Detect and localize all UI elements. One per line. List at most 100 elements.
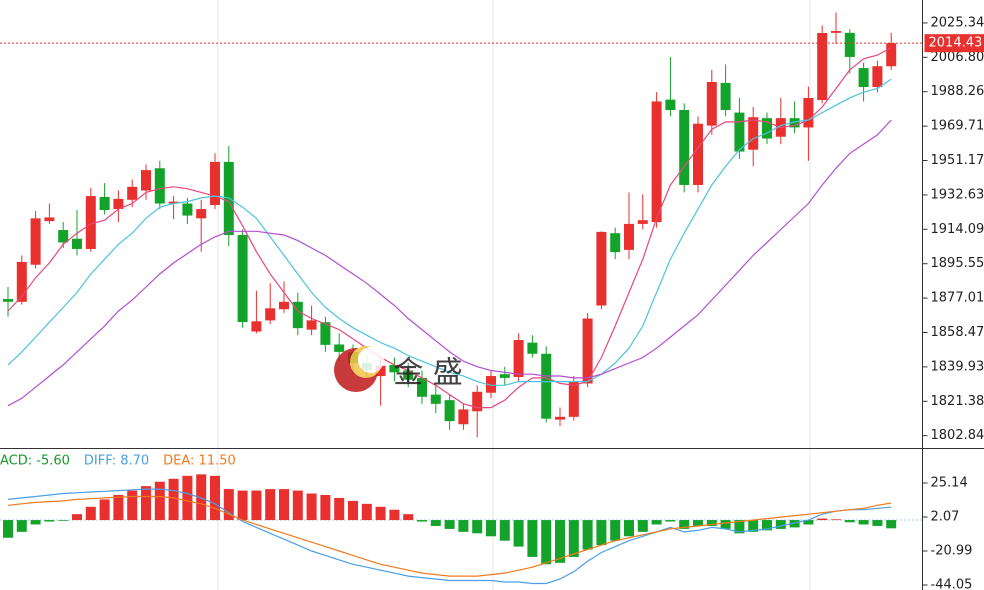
candle-body (817, 33, 828, 100)
y-tick-label: 1895.55 (931, 256, 984, 271)
macd-bar (610, 520, 621, 541)
macd-bar (403, 514, 414, 521)
candle-body (430, 394, 441, 404)
candle-body (734, 112, 745, 152)
moving-average (7, 119, 892, 407)
candle-body (141, 170, 151, 191)
macd-bar (113, 494, 124, 521)
macd-bar (16, 520, 27, 532)
macd-bar (706, 520, 717, 526)
macd-bar (361, 503, 372, 521)
macd-bar (762, 520, 772, 531)
current-price-label: 2014.43 (929, 36, 983, 51)
candle-body (292, 301, 303, 329)
moving-average (7, 78, 892, 386)
candle-body (113, 198, 124, 210)
candle-body (610, 233, 621, 253)
candle-body (265, 308, 276, 321)
candle-body (44, 217, 55, 222)
macd-bar (748, 520, 759, 532)
macd-bar (154, 481, 165, 521)
candle-body (886, 43, 897, 67)
candle-body (168, 201, 179, 204)
candle-body (748, 117, 759, 150)
candle-body (720, 82, 731, 111)
y-tick-label: 1932.63 (931, 187, 984, 202)
macd-bar (44, 520, 55, 522)
macd-bar (775, 520, 786, 529)
candle-body (693, 123, 703, 185)
macd-bar (444, 520, 455, 529)
candle-body (444, 400, 455, 422)
current-price-box (924, 34, 984, 53)
candle-body (499, 374, 510, 378)
macd-bar (334, 497, 345, 521)
macd-bar (886, 520, 897, 529)
macd-bar (141, 486, 151, 521)
macd-bar (803, 520, 814, 525)
candle-body (596, 231, 607, 306)
macd-bar (872, 520, 883, 526)
candle-body (458, 409, 469, 425)
y-tick-label: 2006.80 (931, 50, 984, 65)
candle-body (831, 30, 841, 33)
macd-bar (568, 520, 579, 557)
macd-bar (665, 520, 676, 522)
y-tick-label: 1821.38 (931, 394, 984, 409)
candle-body (403, 370, 414, 380)
candle-body (72, 238, 82, 249)
macd-bar (30, 520, 41, 525)
candle-body (555, 416, 565, 420)
macd-bar (858, 520, 869, 525)
macd-bar (472, 520, 483, 534)
y-tick-label: 1969.71 (931, 119, 984, 134)
candle-body (154, 168, 165, 204)
candle-body (789, 118, 800, 128)
y-tick-label: 2025.34 (931, 15, 984, 30)
macd-bar (499, 520, 510, 541)
macd-bar (831, 519, 841, 521)
candle-body (803, 97, 814, 128)
macd-bar (3, 520, 13, 538)
candle-body (679, 110, 690, 185)
candle-body (486, 376, 496, 393)
macd-bar (693, 520, 703, 526)
candle-body (85, 196, 96, 249)
macd-bar (99, 499, 110, 521)
y-tick-label: 25.14 (931, 475, 968, 490)
candle-body (306, 320, 317, 330)
candle-body (279, 301, 289, 310)
moving-average (7, 47, 892, 409)
macd-bar (72, 514, 82, 521)
macd-bar (348, 500, 358, 521)
y-tick-label: 1802.84 (931, 428, 984, 443)
macd-bar (527, 520, 538, 557)
candle-body (872, 66, 883, 88)
candle-body (665, 99, 676, 111)
candle-body (762, 118, 772, 139)
macd-bar (720, 520, 731, 529)
candle-body (527, 342, 538, 354)
candle-body (196, 209, 207, 219)
candle-body (651, 101, 662, 223)
y-tick-label: 1877.01 (931, 291, 984, 306)
macd-bar (417, 520, 427, 522)
macd-bar (513, 520, 524, 547)
macd-bar (306, 493, 317, 521)
logo-crescent-cut (358, 347, 384, 373)
macd-bar (320, 494, 331, 521)
macd-bar (127, 490, 138, 521)
macd-bar (265, 489, 276, 521)
candle-body (182, 203, 193, 216)
y-tick-label: -44.05 (931, 578, 973, 590)
candle-body (3, 299, 13, 302)
macd-bar (844, 520, 855, 523)
candle-body (541, 353, 552, 419)
candle-body (237, 235, 248, 323)
candle-body (16, 261, 27, 302)
macd-bar (196, 474, 207, 521)
candle-body (375, 365, 386, 377)
y-tick-label: 1951.17 (931, 153, 984, 168)
candle-body (251, 321, 262, 332)
macd-bar (817, 518, 828, 521)
